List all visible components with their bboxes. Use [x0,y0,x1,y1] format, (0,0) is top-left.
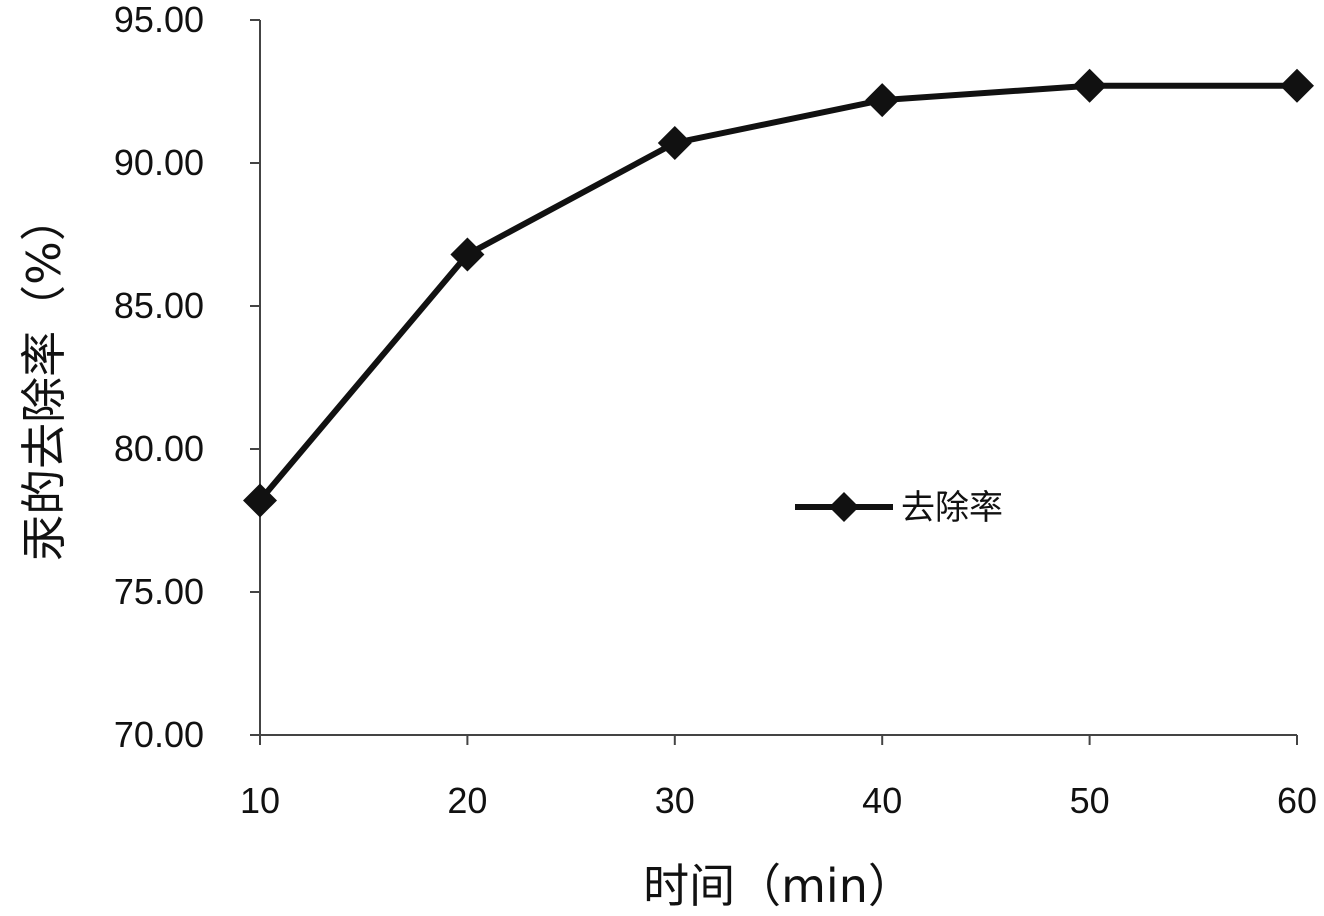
legend: 去除率 [795,488,1003,528]
y-tick-label: 90.00 [114,142,204,183]
series-layer [243,68,1314,518]
x-tick-label: 30 [655,780,695,821]
x-tick-label: 60 [1277,780,1317,821]
y-tick-label: 85.00 [114,285,204,326]
data-point-marker [1072,68,1107,103]
x-tick-label: 20 [447,780,487,821]
y-tick-label: 70.00 [114,714,204,755]
data-point-marker [1280,68,1314,103]
x-tick-label: 40 [862,780,902,821]
x-tick-label: 50 [1070,780,1110,821]
y-axis-title: 汞的去除率（%） [17,195,71,561]
y-tick-label: 75.00 [114,571,204,612]
x-axis-title: 时间（min） [643,859,914,913]
data-point-marker [450,237,485,272]
y-axis-ticks: 70.00 75.00 80.00 85.00 90.00 95.00 [114,0,260,755]
data-point-marker [243,483,277,518]
data-point-marker [865,83,900,118]
series-line [257,82,1297,503]
y-tick-label: 80.00 [114,428,204,469]
legend-label: 去除率 [901,488,1003,528]
legend-marker [829,492,859,522]
data-point-marker [657,125,692,160]
y-tick-label: 95.00 [114,0,204,40]
x-tick-label: 10 [240,780,280,821]
x-axis-ticks: 10 20 30 40 50 60 [240,735,1317,821]
axes [259,20,1297,736]
